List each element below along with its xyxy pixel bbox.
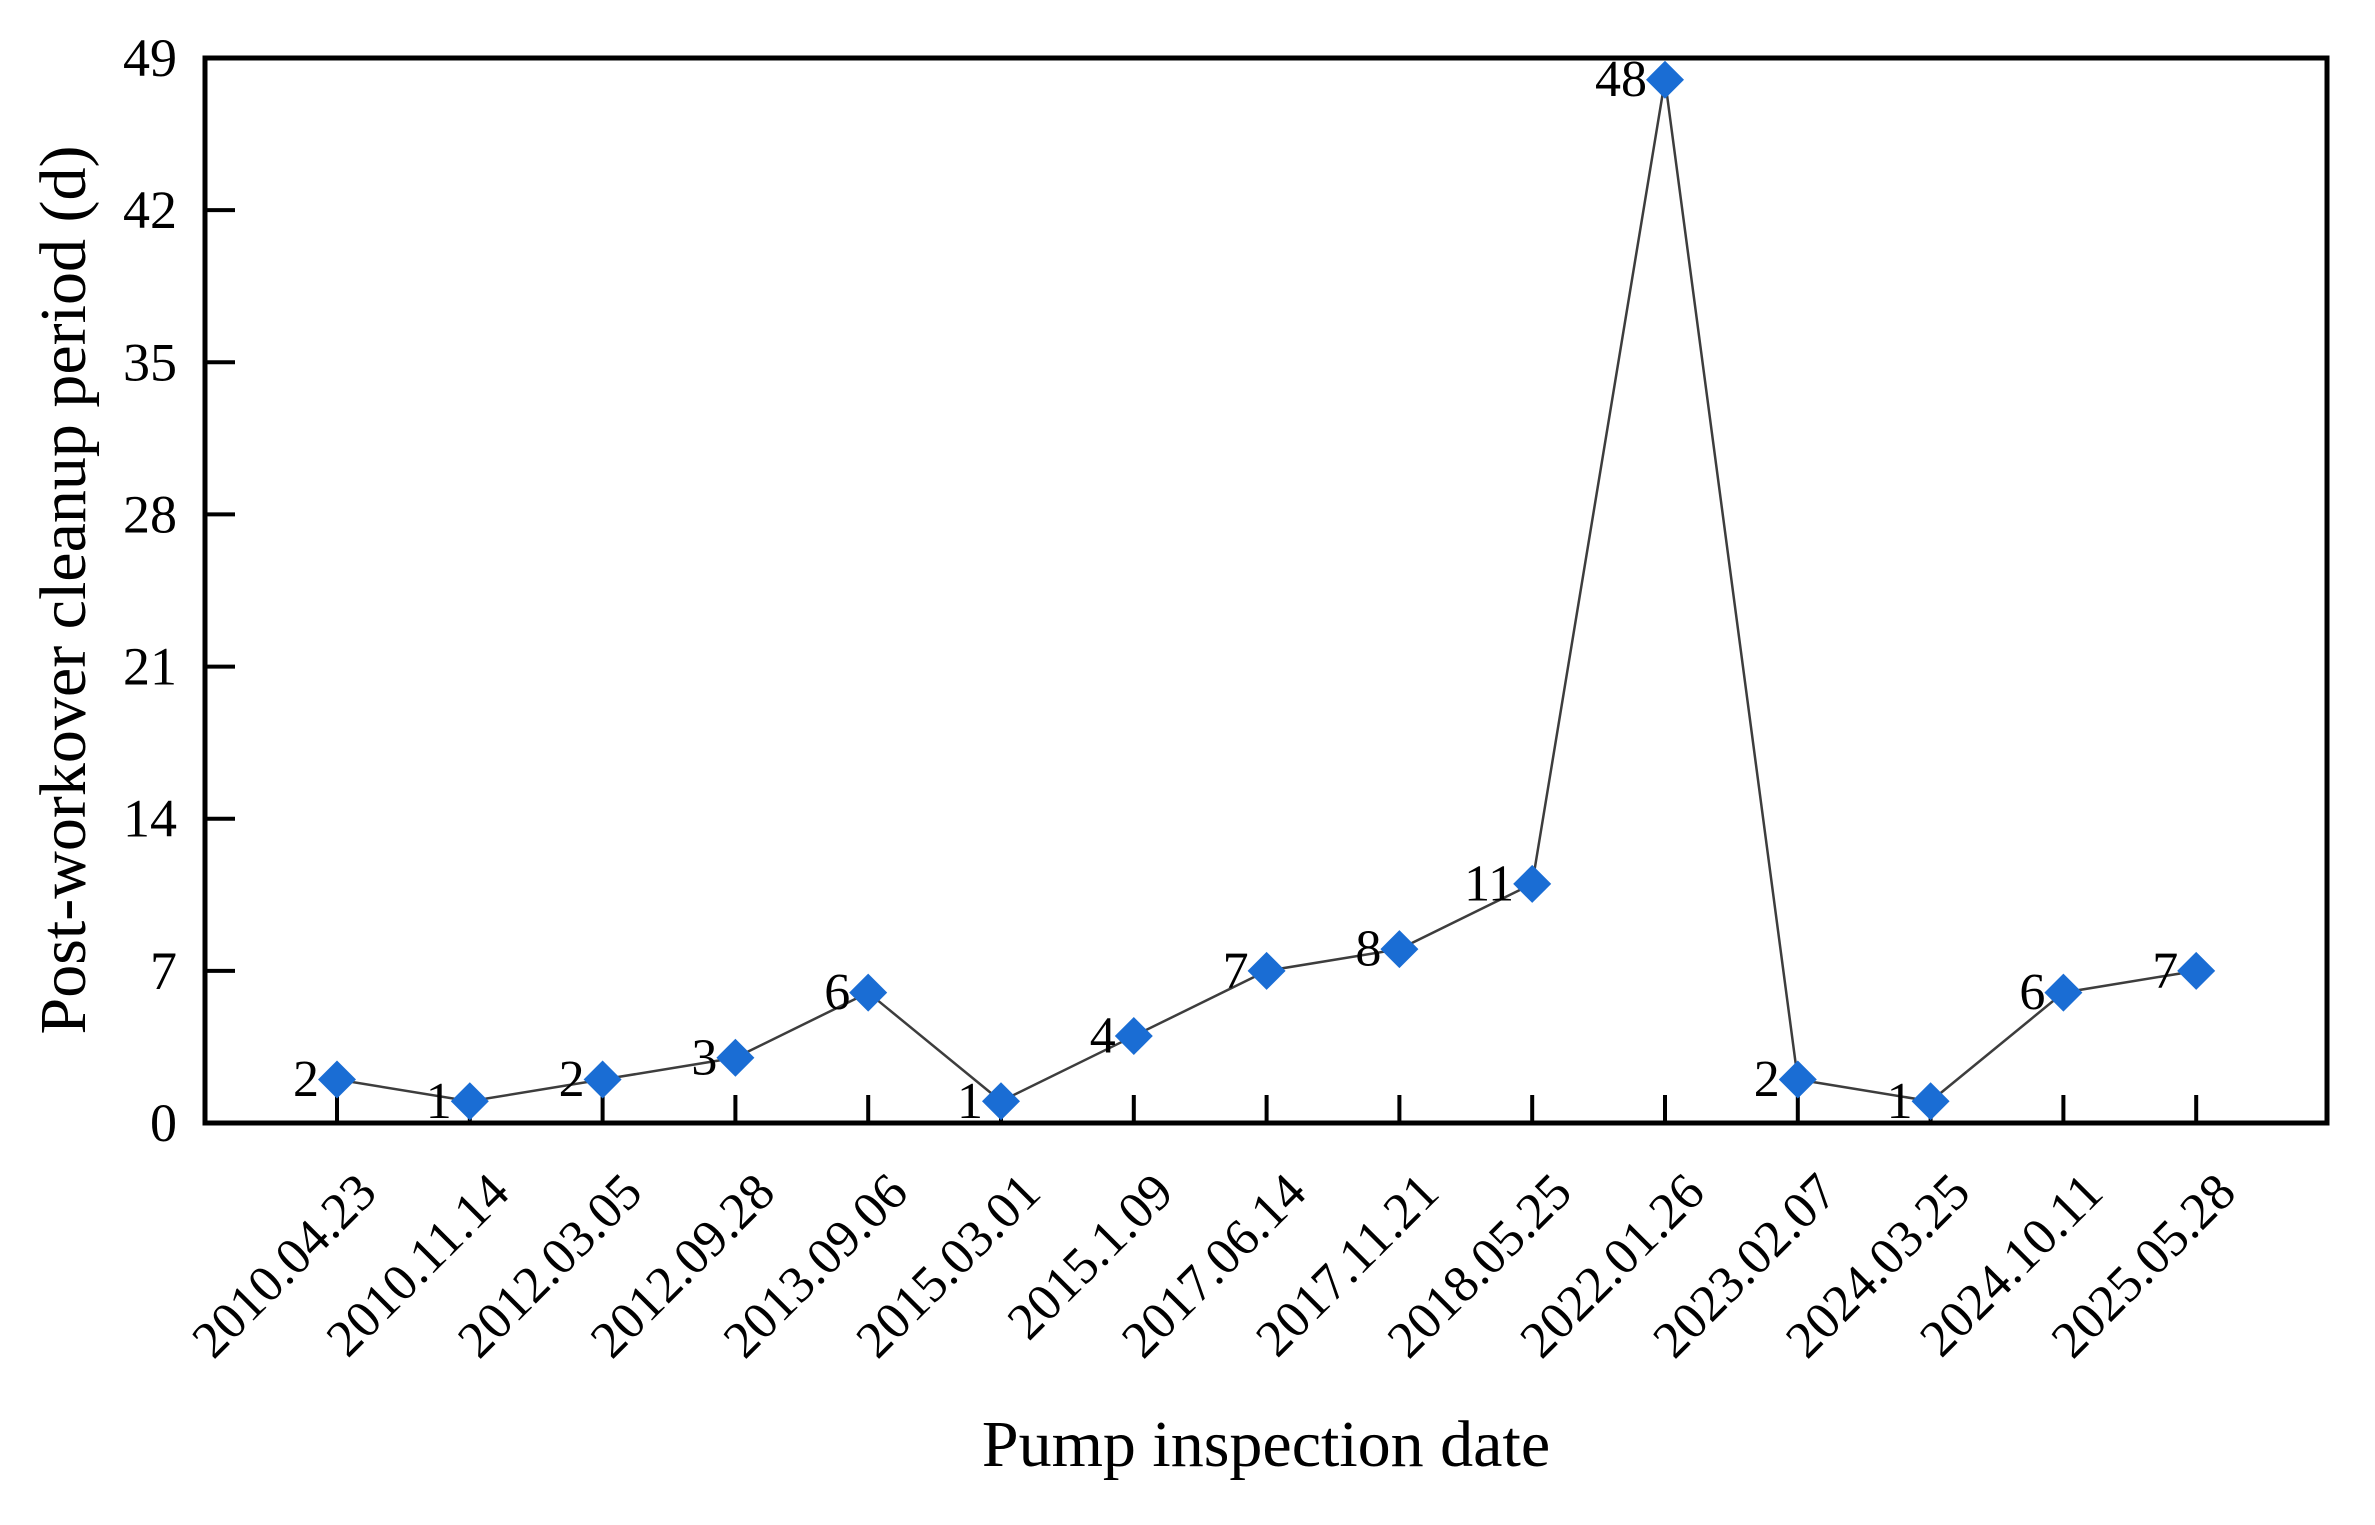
plot-area: 071421283542492010.04.232010.11.142012.0…	[123, 28, 2330, 1369]
data-point-label: 2	[293, 1051, 319, 1108]
data-point-marker	[982, 1082, 1020, 1121]
y-axis-title: Post-workover cleanup period (d)	[27, 146, 100, 1035]
data-point-label: 7	[2152, 942, 2178, 999]
data-point-label: 6	[2019, 964, 2045, 1021]
data-point-marker	[450, 1082, 489, 1121]
y-tick-label: 35	[123, 332, 177, 392]
data-point-label: 7	[1223, 942, 1249, 999]
data-point-label: 3	[691, 1029, 717, 1086]
y-tick-label: 21	[123, 637, 177, 697]
data-point-label: 4	[1090, 1008, 1116, 1065]
data-point-label: 1	[426, 1073, 452, 1130]
data-point-marker	[1114, 1017, 1153, 1056]
data-point-label: 11	[1464, 855, 1514, 912]
data-point-marker	[2177, 951, 2216, 990]
data-point-label: 1	[957, 1073, 983, 1130]
y-tick-label: 7	[150, 941, 177, 1001]
y-tick-label: 0	[150, 1093, 177, 1153]
data-point-marker	[1778, 1060, 1817, 1099]
y-tick-label: 28	[123, 484, 177, 544]
data-point-label: 2	[1754, 1051, 1780, 1108]
y-tick-label: 49	[123, 28, 177, 88]
data-point-label: 1	[1887, 1073, 1913, 1130]
data-line	[336, 79, 2197, 1103]
plot-border	[202, 55, 2330, 1126]
data-point-label: 8	[1355, 921, 1381, 978]
data-point-marker	[583, 1060, 622, 1099]
y-tick-label: 14	[123, 789, 177, 849]
data-point-marker	[1911, 1082, 1950, 1121]
x-axis-title: Pump inspection date	[982, 1408, 1550, 1481]
data-point-label: 2	[559, 1051, 585, 1108]
data-point-marker	[1380, 930, 1419, 969]
data-point-marker	[2044, 973, 2083, 1012]
data-point-marker	[1247, 951, 1286, 990]
data-point-marker	[849, 973, 888, 1012]
data-point-label: 48	[1595, 51, 1647, 108]
data-point-marker	[1646, 60, 1684, 99]
data-point-marker	[318, 1060, 356, 1099]
data-point-label: 6	[824, 964, 850, 1021]
y-tick-label: 42	[123, 180, 177, 240]
data-point-marker	[716, 1038, 755, 1077]
data-point-marker	[1513, 864, 1552, 903]
